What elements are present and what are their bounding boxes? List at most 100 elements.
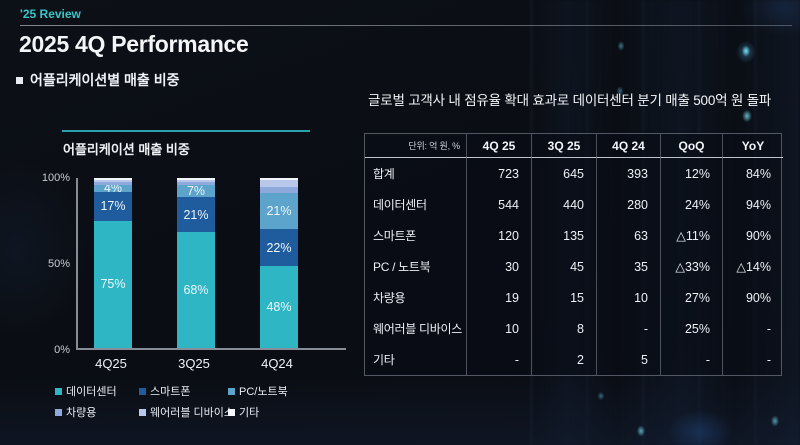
bar-segment: 48% xyxy=(260,266,298,348)
table-value: - xyxy=(597,313,661,344)
column-header: YoY xyxy=(723,134,783,158)
bar-segment: 4% xyxy=(94,180,132,195)
legend-item: 기타 xyxy=(228,404,288,420)
table-value: - xyxy=(766,321,771,336)
table-value: 5 xyxy=(597,344,661,375)
row-label: 합계 xyxy=(365,158,467,189)
table-unit-label: 단위: 억 원, % xyxy=(365,134,467,158)
table-value: 45 xyxy=(532,251,597,282)
y-axis-tick: 100% xyxy=(41,172,70,184)
table-value: 19 xyxy=(467,282,532,313)
row-label: 기타 xyxy=(365,344,467,375)
table-value: 12% xyxy=(661,158,723,189)
bar-segment xyxy=(94,178,132,180)
bar-segment-label: 48% xyxy=(266,299,292,314)
row-label: 웨어러블 디바이스 xyxy=(365,313,467,344)
bar-segment-label: 4% xyxy=(103,180,123,195)
header-divider xyxy=(20,25,792,26)
bar-segment xyxy=(177,182,215,185)
bar-segment-label: 21% xyxy=(266,203,292,218)
table-value: △14% xyxy=(736,260,771,274)
table-value: - xyxy=(766,352,771,367)
x-axis-label: 3Q25 xyxy=(178,356,210,371)
key-message: 글로벌 고객사 내 점유율 확대 효과로 데이터센터 분기 매출 500억 원 … xyxy=(368,93,772,108)
table-value: 120 xyxy=(467,220,532,251)
bar-segment-label: 75% xyxy=(100,277,126,291)
table-value: △33% xyxy=(661,251,723,282)
legend-marker xyxy=(139,408,146,416)
section-heading-label: 어플리케이션별 매출 비중 xyxy=(30,72,180,88)
table-value: 10 xyxy=(597,282,661,313)
bar-segment xyxy=(94,182,132,185)
bar-segment: 75% xyxy=(94,220,132,348)
table-value: - xyxy=(661,344,723,375)
legend-label: 스마트폰 xyxy=(150,386,191,398)
legend-label: PC/노트북 xyxy=(239,386,288,398)
legend-item: 웨어러블 디바이스 xyxy=(139,404,234,420)
stacked-bar-4Q25: 75% 17% 4% xyxy=(94,178,132,348)
bullet-square-icon xyxy=(16,76,23,84)
table-value: 8 xyxy=(532,313,597,344)
column-header: 4Q 25 xyxy=(467,134,532,158)
chart-title: 어플리케이션 매출 비중 xyxy=(63,142,190,157)
bar-segment-label: 17% xyxy=(100,198,126,213)
row-label: 데이터센터 xyxy=(365,189,467,220)
x-axis-label: 4Q24 xyxy=(261,356,293,371)
bar-segment xyxy=(177,178,215,180)
table-value: - xyxy=(467,344,532,375)
legend-marker xyxy=(55,408,62,416)
table-value: 10 xyxy=(467,313,532,344)
bar-segment xyxy=(260,186,298,194)
plot-area: 75% 17% 4% 68% 21% 7% 48% 22% 21% xyxy=(76,178,346,350)
y-axis: 100% 50% 0% xyxy=(28,172,70,356)
legend-item: 데이터센터 xyxy=(55,383,139,399)
row-label: PC / 노트북 xyxy=(365,251,467,282)
bar-segment-label: 68% xyxy=(183,282,209,297)
bar-segment-label: 7% xyxy=(186,183,206,198)
page-title: 2025 4Q Performance xyxy=(19,31,249,57)
table-value: 393 xyxy=(597,158,661,189)
table-value: 90% xyxy=(745,290,771,305)
legend-label: 웨어러블 디바이스 xyxy=(150,407,235,419)
row-label: 스마트폰 xyxy=(365,220,467,251)
table-value: 63 xyxy=(597,220,661,251)
legend-item: PC/노트북 xyxy=(228,383,288,399)
bar-segment xyxy=(260,179,298,187)
table-value: 90% xyxy=(745,228,771,243)
legend-item: 차량용 xyxy=(55,404,139,420)
bar-segment-label: 21% xyxy=(183,207,209,222)
bar-segment: 68% xyxy=(177,232,215,348)
legend-marker xyxy=(139,387,146,395)
table-value: △11% xyxy=(661,220,723,251)
table-value: 84% xyxy=(745,166,771,181)
results-table: 단위: 억 원, % 4Q 25 3Q 25 4Q 24 QoQ YoY 합계 723 645 3… xyxy=(364,133,783,376)
chart-title-rule xyxy=(62,130,310,132)
bar-segment xyxy=(94,179,132,183)
table-value: 645 xyxy=(532,158,597,189)
table-value: 94% xyxy=(745,197,771,212)
stacked-bar-3Q25: 68% 21% 7% xyxy=(177,178,215,348)
table-value: 25% xyxy=(661,313,723,344)
table-value: 24% xyxy=(661,189,723,220)
eyebrow-label: '25 Review xyxy=(20,7,81,21)
table-value: 27% xyxy=(661,282,723,313)
table-value: 440 xyxy=(532,189,597,220)
table-value: 15 xyxy=(532,282,597,313)
bar-segment: 17% xyxy=(94,191,132,221)
bar-segment: 22% xyxy=(260,229,298,267)
bar-segment xyxy=(260,178,298,180)
table-value: 35 xyxy=(597,251,661,282)
legend-marker xyxy=(55,387,62,395)
stacked-bar-4Q24: 48% 22% 21% xyxy=(260,178,298,348)
legend-marker xyxy=(228,387,235,395)
table-value: 723 xyxy=(467,158,532,189)
table-value: 135 xyxy=(532,220,597,251)
legend-marker xyxy=(228,408,235,416)
table-value: 2 xyxy=(532,344,597,375)
table-value: 30 xyxy=(467,251,532,282)
y-axis-tick: 50% xyxy=(47,258,70,270)
bar-segment xyxy=(177,179,215,183)
bar-segment: 7% xyxy=(177,185,215,197)
